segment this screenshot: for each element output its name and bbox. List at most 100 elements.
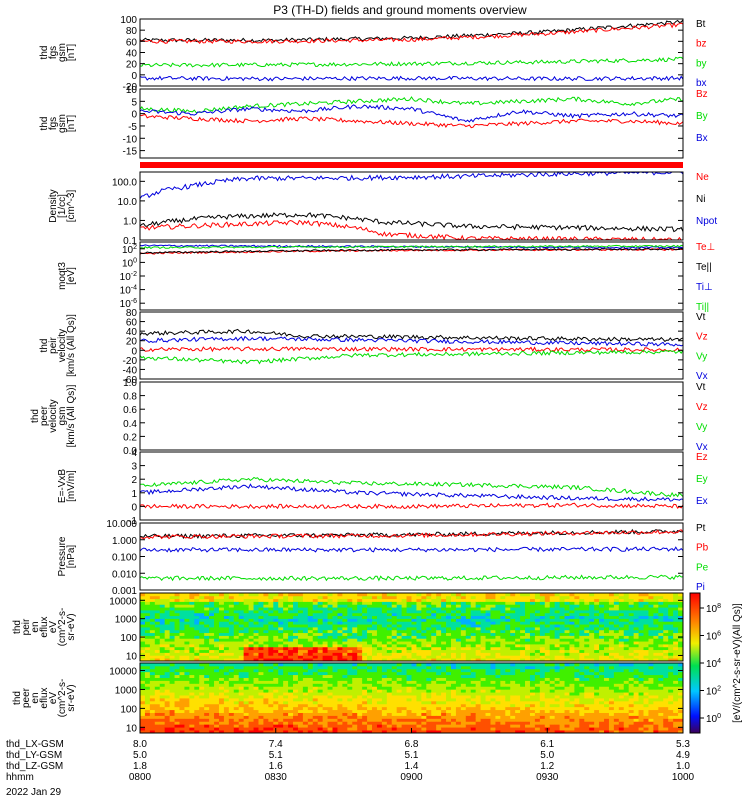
spectrogram-cell [140, 712, 146, 716]
spectrogram-cell [347, 598, 353, 602]
spectrogram-cell [372, 686, 378, 690]
spectrogram-cell [273, 700, 279, 705]
spectrogram-cell [569, 604, 575, 608]
spectrogram-cell [465, 730, 472, 734]
spectrogram-cell [490, 624, 496, 628]
spectrogram-cell [362, 658, 368, 662]
spectrogram-cell [278, 638, 284, 642]
spectrogram-cell [184, 615, 190, 619]
spectrogram-cell [243, 655, 249, 659]
spectrogram-cell [485, 604, 491, 608]
spectrogram-cell [633, 655, 639, 659]
spectrogram-cell [347, 627, 353, 631]
spectrogram-cell [164, 689, 171, 693]
spectrogram-cell [199, 595, 205, 600]
spectrogram-cell [396, 724, 403, 728]
y-axis-label: [nT] [66, 115, 77, 132]
spectrogram-cell [307, 658, 314, 662]
spectrogram-cell [554, 655, 560, 659]
spectrogram-cell [485, 671, 491, 676]
spectrogram-cell [613, 658, 620, 662]
spectrogram-cell [594, 652, 600, 656]
spectrogram-cell [218, 607, 225, 611]
spectrogram-cell [347, 686, 353, 690]
spectrogram-cell [174, 595, 180, 600]
spectrogram-cell [184, 624, 190, 628]
spectrogram-cell [544, 671, 551, 676]
spectrogram-cell [525, 668, 531, 673]
spectrogram-cell [149, 686, 156, 690]
spectrogram-cell [164, 627, 171, 631]
spectrogram-cell [278, 641, 284, 645]
spectrogram-cell [307, 601, 314, 605]
spectrogram-cell [376, 593, 383, 597]
spectrogram-cell [544, 692, 551, 696]
spectrogram-cell [332, 721, 338, 725]
spectrogram-cell [159, 695, 166, 699]
spectrogram-cell [342, 680, 348, 684]
spectrogram-cell [268, 652, 274, 656]
spectrogram-cell [594, 607, 600, 611]
spectrogram-cell [505, 671, 511, 676]
spectrogram-cell [421, 686, 427, 690]
spectrogram-cell [293, 638, 299, 642]
spectrogram-cell [490, 663, 496, 667]
spectrogram-cell [194, 715, 200, 719]
spectrogram-cell [169, 601, 175, 605]
spectrogram-cell [362, 629, 368, 634]
spectrogram-cell [164, 638, 171, 642]
spectrogram-cell [525, 680, 531, 684]
spectrogram-cell [529, 649, 536, 653]
spectrogram-cell [238, 718, 245, 722]
spectrogram-cell [455, 607, 462, 611]
spectrogram-cell [648, 641, 654, 645]
spectrogram-cell [678, 627, 684, 631]
spectrogram-cell [495, 635, 501, 639]
spectrogram-cell [416, 709, 422, 713]
spectrogram-cell [367, 715, 373, 719]
spectrogram-cell [386, 615, 393, 619]
spectrogram-cell [534, 671, 541, 676]
spectrogram-cell [401, 646, 407, 651]
spectrogram-cell [584, 618, 590, 622]
spectrogram-cell [515, 671, 521, 676]
spectrogram-cell [317, 629, 324, 634]
spectrogram-cell [169, 624, 175, 628]
spectrogram-cell [544, 598, 551, 602]
spectrogram-cell [302, 689, 309, 693]
spectrogram-cell [628, 649, 635, 653]
spectrogram-cell [372, 629, 378, 634]
spectrogram-cell [544, 649, 551, 653]
spectrogram-cell [401, 680, 407, 684]
spectrogram-cell [658, 607, 664, 611]
spectrogram-cell [569, 632, 575, 636]
spectrogram-cell [470, 644, 477, 648]
spectrogram-cell [525, 677, 531, 681]
spectrogram-cell [327, 698, 333, 702]
spectrogram-cell [268, 715, 274, 719]
spectrogram-cell [337, 668, 343, 673]
spectrogram-cell [396, 598, 403, 602]
spectrogram-cell [337, 689, 343, 693]
spectrogram-cell [164, 665, 171, 670]
spectrogram-cell [159, 689, 166, 693]
spectrogram-cell [633, 612, 639, 617]
spectrogram-cell [258, 641, 264, 645]
spectrogram-cell [248, 680, 254, 684]
spectrogram-cell [169, 644, 175, 648]
spectrogram-cell [337, 604, 343, 608]
spectrogram-cell [278, 649, 284, 653]
spectrogram-cell [633, 601, 639, 605]
spectrogram-cell [475, 668, 482, 673]
spectrogram-cell [431, 646, 437, 651]
spectrogram-cell [317, 724, 324, 728]
spectrogram-cell [154, 698, 161, 702]
spectrogram-cell [362, 718, 368, 722]
y-tick-label: 80 [126, 308, 138, 319]
spectrogram-cell [357, 665, 363, 670]
spectrogram-cell [520, 727, 526, 731]
spectrogram-cell [564, 683, 570, 687]
spectrogram-cell [608, 635, 615, 639]
spectrogram-cell [372, 715, 378, 719]
